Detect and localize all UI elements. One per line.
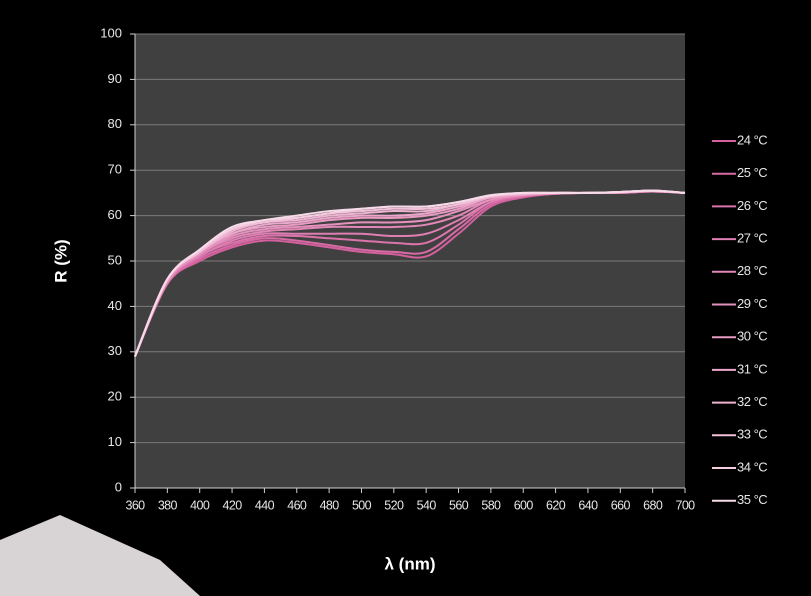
legend-label: 33 °C — [737, 427, 767, 442]
y-tick-label: 60 — [108, 207, 122, 222]
x-tick-label: 620 — [546, 498, 566, 512]
photo-fragment — [0, 515, 200, 596]
x-tick-label: 420 — [223, 498, 243, 512]
y-tick-label: 0 — [115, 479, 122, 494]
y-tick-label: 40 — [108, 298, 122, 313]
x-tick-label: 560 — [449, 498, 469, 512]
legend-label: 31 °C — [737, 361, 767, 376]
y-tick-label: 10 — [108, 434, 122, 449]
x-axis-title: λ (nm) — [385, 554, 436, 573]
legend-label: 32 °C — [737, 394, 767, 409]
x-tick-label: 400 — [190, 498, 210, 512]
y-tick-label: 90 — [108, 71, 122, 86]
legend-label: 26 °C — [737, 198, 767, 213]
y-tick-label: 50 — [108, 252, 122, 267]
x-tick-label: 640 — [578, 498, 598, 512]
y-tick-label: 30 — [108, 343, 122, 358]
y-axis-title: R (%) — [51, 239, 70, 282]
x-tick-label: 480 — [320, 498, 340, 512]
legend-label: 34 °C — [737, 459, 767, 474]
legend-label: 24 °C — [737, 132, 767, 147]
x-tick-label: 460 — [287, 498, 307, 512]
y-tick-label: 70 — [108, 162, 122, 177]
x-tick-label: 360 — [125, 498, 145, 512]
x-tick-label: 580 — [481, 498, 501, 512]
x-tick-label: 380 — [158, 498, 178, 512]
legend-label: 35 °C — [737, 492, 767, 507]
x-tick-label: 600 — [514, 498, 534, 512]
legend-label: 25 °C — [737, 165, 767, 180]
x-tick-label: 700 — [675, 498, 695, 512]
y-tick-label: 100 — [100, 25, 122, 40]
x-tick-label: 660 — [611, 498, 631, 512]
x-tick-label: 500 — [352, 498, 372, 512]
legend-label: 28 °C — [737, 263, 767, 278]
y-tick-label: 20 — [108, 389, 122, 404]
series-line — [134, 189, 686, 357]
x-tick-label: 440 — [255, 498, 275, 512]
legend-label: 27 °C — [737, 231, 767, 246]
x-tick-label: 680 — [643, 498, 663, 512]
x-tick-label: 540 — [417, 498, 437, 512]
y-tick-label: 80 — [108, 116, 122, 131]
legend-label: 29 °C — [737, 296, 767, 311]
legend-label: 30 °C — [737, 329, 767, 344]
x-tick-label: 520 — [384, 498, 404, 512]
